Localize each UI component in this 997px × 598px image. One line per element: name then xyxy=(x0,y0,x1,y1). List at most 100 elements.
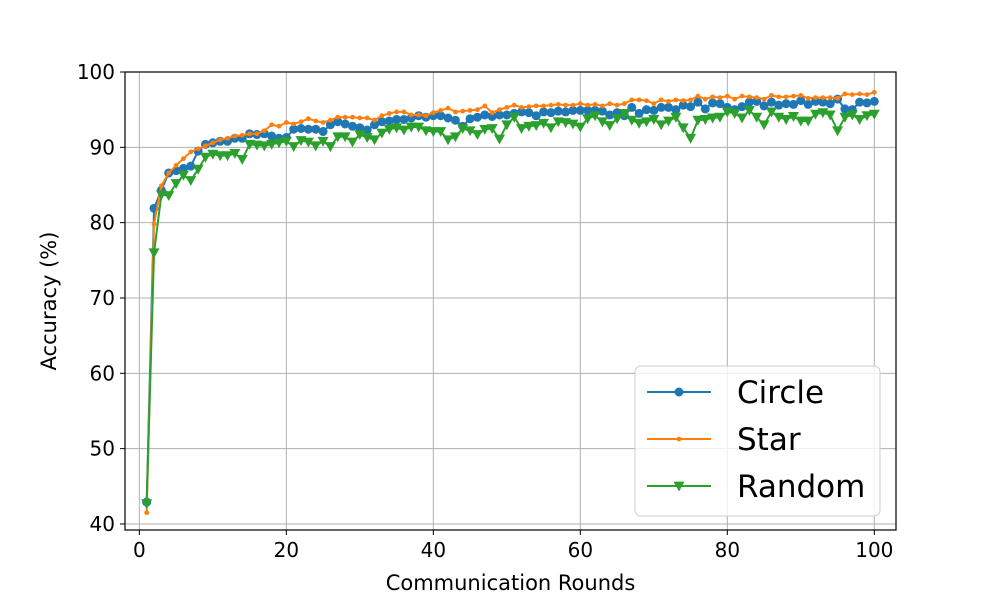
data-point-star xyxy=(475,107,480,113)
data-point-star xyxy=(563,102,569,108)
data-point-circle xyxy=(700,104,710,114)
data-point-random xyxy=(692,115,704,126)
data-point-star xyxy=(746,94,752,100)
data-point-random xyxy=(670,112,682,123)
data-point-circle xyxy=(803,99,813,109)
data-point-circle xyxy=(737,102,747,112)
data-point-star xyxy=(688,97,693,103)
data-point-star xyxy=(261,128,267,134)
data-point-star xyxy=(239,132,245,138)
data-point-star xyxy=(350,114,355,120)
data-point-random xyxy=(229,148,241,159)
data-point-random xyxy=(302,137,314,148)
data-point-star xyxy=(328,117,333,123)
data-point-star xyxy=(416,112,422,118)
data-point-star xyxy=(599,103,605,109)
data-point-random xyxy=(633,118,645,129)
data-point-star xyxy=(482,103,488,109)
data-point-random xyxy=(545,123,557,134)
data-point-random xyxy=(214,151,226,162)
data-point-star xyxy=(871,89,877,95)
data-point-circle xyxy=(641,105,651,115)
data-point-star xyxy=(585,102,591,108)
data-point-circle xyxy=(715,99,725,109)
data-point-star xyxy=(298,119,304,125)
data-point-star xyxy=(497,107,502,113)
data-point-star xyxy=(445,105,451,111)
data-point-circle xyxy=(377,117,387,127)
data-point-random xyxy=(685,133,697,144)
data-point-random xyxy=(516,124,528,134)
data-point-random xyxy=(280,136,292,147)
data-point-star xyxy=(732,96,738,102)
data-point-random xyxy=(677,123,689,134)
data-point-circle xyxy=(686,102,696,112)
data-point-random xyxy=(648,115,660,125)
data-point-circle xyxy=(296,123,306,133)
x-tick-label: 40 xyxy=(421,538,446,562)
data-point-star xyxy=(842,91,848,97)
data-point-random xyxy=(824,110,836,121)
y-tick-label: 90 xyxy=(90,135,115,159)
y-tick-label: 100 xyxy=(77,60,115,84)
data-point-circle xyxy=(392,114,402,124)
data-point-star xyxy=(188,149,194,155)
data-point-circle xyxy=(340,119,350,129)
data-point-star xyxy=(166,170,172,176)
legend: Circle Star Random xyxy=(634,365,881,517)
data-point-random xyxy=(604,121,616,131)
x-tick-label: 60 xyxy=(568,538,593,562)
data-point-star xyxy=(629,97,635,103)
data-point-random xyxy=(780,115,792,125)
data-point-star xyxy=(372,117,377,123)
data-point-random xyxy=(640,117,652,128)
data-point-circle xyxy=(472,112,482,122)
data-point-star xyxy=(724,93,730,99)
data-point-random xyxy=(787,112,799,122)
data-point-random xyxy=(832,126,844,137)
data-point-random xyxy=(758,120,770,131)
data-point-star xyxy=(739,93,745,99)
data-point-circle xyxy=(788,99,798,109)
data-point-circle xyxy=(480,110,490,120)
data-point-circle xyxy=(678,100,688,110)
data-point-circle xyxy=(531,111,541,121)
data-point-star xyxy=(151,221,157,227)
data-point-circle xyxy=(355,123,365,133)
data-point-random xyxy=(839,112,851,123)
data-point-star xyxy=(519,105,524,110)
data-point-star xyxy=(570,102,576,108)
data-point-star xyxy=(232,133,238,139)
data-point-random xyxy=(427,127,439,138)
data-point-random xyxy=(339,132,351,143)
data-point-circle xyxy=(399,114,409,124)
data-point-circle xyxy=(693,97,703,107)
data-point-random xyxy=(765,107,777,118)
data-point-star xyxy=(813,95,818,101)
data-point-random xyxy=(199,152,211,163)
data-point-star xyxy=(181,156,186,162)
legend-marker-star xyxy=(676,436,682,442)
data-point-star xyxy=(541,103,546,109)
legend-label-random: Random xyxy=(737,469,865,505)
data-point-circle xyxy=(744,97,754,107)
data-point-circle xyxy=(517,107,527,117)
data-point-star xyxy=(695,93,701,99)
legend-label-circle: Circle xyxy=(737,375,824,411)
data-point-random xyxy=(442,135,454,146)
data-point-star xyxy=(754,95,760,101)
data-point-circle xyxy=(384,116,394,126)
data-point-random xyxy=(266,139,278,150)
data-point-random xyxy=(310,141,322,152)
data-point-random xyxy=(707,113,719,124)
data-point-circle xyxy=(862,98,872,108)
grid xyxy=(125,71,896,530)
data-point-random xyxy=(258,141,270,152)
data-point-star xyxy=(173,163,179,168)
data-point-random xyxy=(383,124,395,135)
data-point-random xyxy=(508,112,520,123)
data-point-circle xyxy=(869,96,879,106)
data-point-circle xyxy=(289,124,299,134)
data-point-star xyxy=(283,120,289,125)
